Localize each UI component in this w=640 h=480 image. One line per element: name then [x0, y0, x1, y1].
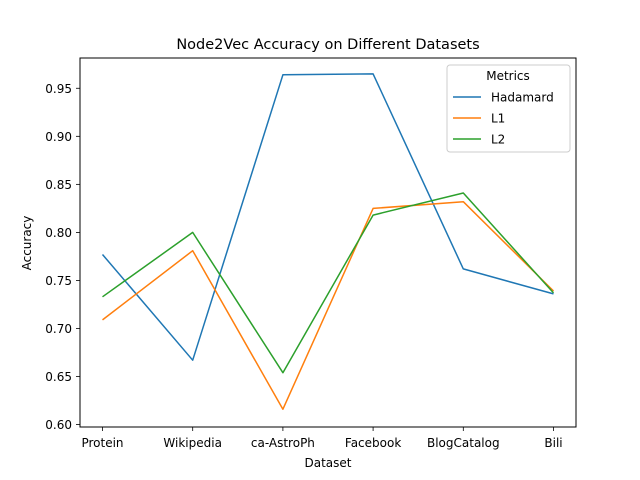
x-tick-label: Protein: [81, 436, 123, 450]
plot-frame: [79, 57, 577, 428]
x-tick-label: ca-AstroPh: [251, 436, 315, 450]
y-tick-label: 0.80: [45, 226, 72, 240]
x-axis-label: Dataset: [305, 456, 352, 470]
series-line-l2: [102, 192, 555, 374]
chart-title: Node2Vec Accuracy on Different Datasets: [176, 37, 479, 53]
y-axis-label: Accuracy: [20, 216, 34, 271]
x-tick-label: BlogCatalog: [427, 436, 500, 450]
y-tick-label: 0.75: [45, 274, 72, 288]
series-lines: [101, 73, 555, 410]
y-tick-label: 0.65: [45, 370, 72, 384]
legend-label: Hadamard: [491, 91, 554, 105]
x-tick-label: Bili: [544, 436, 562, 450]
legend-label: L1: [491, 112, 505, 126]
series-line-hadamard: [101, 73, 554, 361]
axis-ticks: Protein Wikipedia ca-AstroPh Facebook BlogCa…: [45, 82, 562, 450]
x-tick-label: Wikipedia: [163, 436, 222, 450]
y-tick-label: 0.60: [45, 418, 72, 432]
y-tick-label: 0.85: [45, 178, 72, 192]
legend-label: L2: [491, 133, 505, 147]
x-tick-label: Facebook: [345, 436, 401, 450]
y-tick-label: 0.95: [45, 82, 72, 96]
y-tick-label: 0.90: [45, 130, 72, 144]
series-line-l1: [102, 200, 555, 410]
legend-box: [446, 64, 571, 153]
legend-title: Metrics: [486, 69, 530, 83]
y-tick-label: 0.70: [45, 322, 72, 336]
legend: Metrics Hadamard L1 L2: [446, 64, 571, 153]
